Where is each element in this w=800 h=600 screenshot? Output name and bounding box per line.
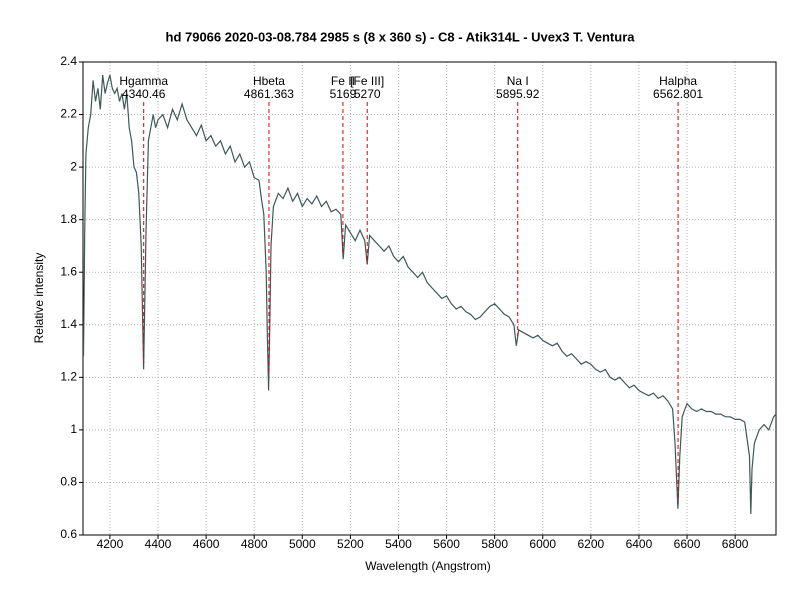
annotation-value: 5169 — [330, 87, 357, 101]
x-tick-label: 6800 — [722, 537, 749, 551]
annotation-label: [Fe III] — [350, 74, 384, 88]
annotation-value: 6562.801 — [653, 87, 703, 101]
x-tick-label: 5000 — [289, 537, 316, 551]
y-tick-label: 1.4 — [60, 317, 77, 331]
x-tick-label: 4800 — [241, 537, 268, 551]
plot-frame — [82, 61, 777, 536]
y-tick-label: 2 — [70, 159, 77, 173]
x-tick-label: 6400 — [626, 537, 653, 551]
annotation-value: 5270 — [354, 87, 381, 101]
y-tick-label: 1.8 — [60, 212, 77, 226]
chart-title: hd 79066 2020-03-08.784 2985 s (8 x 360 … — [166, 29, 636, 44]
x-tick-label: 6000 — [529, 537, 556, 551]
x-tick-label: 4600 — [193, 537, 220, 551]
annotation-value: 5895.92 — [496, 87, 540, 101]
x-tick-label: 5600 — [433, 537, 460, 551]
annotation-value: 4861.363 — [244, 87, 294, 101]
x-tick-label: 5800 — [481, 537, 508, 551]
x-tick-label: 5400 — [385, 537, 412, 551]
y-tick-label: 2.4 — [60, 54, 77, 68]
y-tick-label: 0.8 — [60, 475, 77, 489]
annotation-value: 4340.46 — [122, 87, 166, 101]
y-tick-label: 1.2 — [60, 370, 77, 384]
x-tick-label: 6200 — [577, 537, 604, 551]
y-axis-label: Relative intensity — [32, 253, 46, 344]
x-tick-label: 6600 — [674, 537, 701, 551]
y-tick-label: 2.2 — [60, 107, 77, 121]
x-tick-label: 5200 — [337, 537, 364, 551]
x-tick-label: 4200 — [97, 537, 124, 551]
annotation-label: Hbeta — [253, 74, 285, 88]
annotation-label: Na I — [507, 74, 529, 88]
annotation-label: Halpha — [659, 74, 697, 88]
y-tick-label: 0.6 — [60, 527, 77, 541]
y-tick-label: 1 — [70, 422, 77, 436]
spectrum-line — [82, 74, 777, 515]
y-tick-label: 1.6 — [60, 264, 77, 278]
x-tick-label: 4400 — [145, 537, 172, 551]
annotation-label: Hgamma — [119, 74, 168, 88]
x-axis-label: Wavelength (Angstrom) — [365, 559, 491, 573]
annotation-label: Fe II — [331, 74, 355, 88]
